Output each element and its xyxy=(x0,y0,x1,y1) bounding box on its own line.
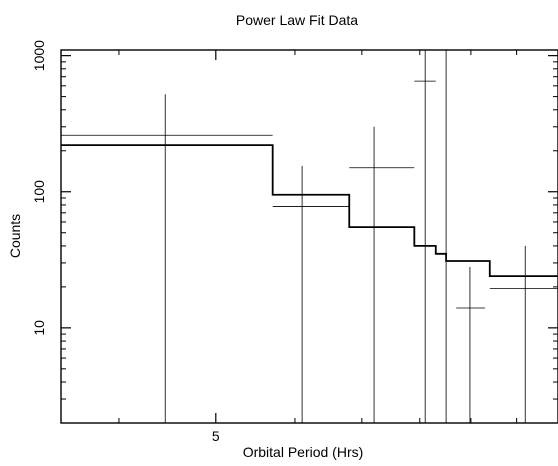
plot-frame xyxy=(60,49,558,424)
ticks-layer: 10 100 1000 5 xyxy=(31,40,558,444)
model-step-line xyxy=(61,144,558,278)
y-tick-label: 10 xyxy=(31,320,47,336)
model-layer xyxy=(61,144,558,278)
x-axis-label: Orbital Period (Hrs) xyxy=(243,444,364,460)
y-tick-label: 1000 xyxy=(31,40,47,71)
data-layer xyxy=(61,49,558,423)
x-tick-label: 5 xyxy=(212,428,220,444)
chart-title: Power Law Fit Data xyxy=(236,12,358,28)
axes-layer xyxy=(60,49,558,424)
y-axis-label: Counts xyxy=(7,214,23,258)
y-tick-label: 100 xyxy=(31,180,47,204)
